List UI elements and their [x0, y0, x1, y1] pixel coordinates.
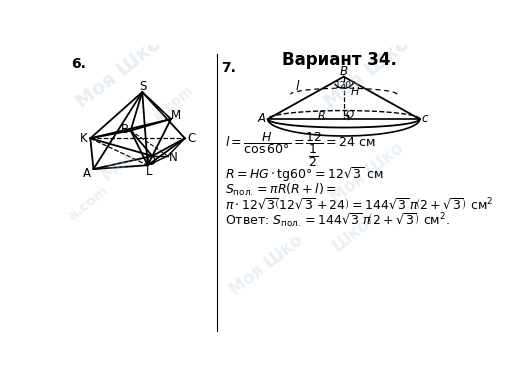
Text: Моя: Моя	[98, 146, 140, 184]
Text: O: O	[346, 110, 354, 120]
Text: B: B	[121, 123, 130, 136]
Text: A: A	[257, 112, 266, 125]
Text: H: H	[350, 87, 359, 97]
Text: Моя Шко: Моя Шко	[226, 231, 306, 299]
Text: C: C	[187, 132, 195, 145]
Text: $R = HG \cdot \mathrm{tg}60° = 12\sqrt{3}\ \mathrm{см}$: $R = HG \cdot \mathrm{tg}60° = 12\sqrt{3…	[225, 165, 384, 184]
Text: $\pi \cdot 12\sqrt{3}\!\left(12\sqrt{3} + 24\right) = 144\sqrt{3}\,\pi\!\left(2 : $\pi \cdot 12\sqrt{3}\!\left(12\sqrt{3} …	[225, 197, 494, 213]
Text: K: K	[80, 132, 87, 145]
Text: D: D	[147, 155, 156, 168]
Text: Вариант 34.: Вариант 34.	[282, 51, 397, 69]
Text: $S_{\mathrm{пол.}} = \pi R(R + l) =$: $S_{\mathrm{пол.}} = \pi R(R + l) =$	[225, 182, 337, 198]
Text: S: S	[139, 80, 147, 93]
Text: B: B	[340, 65, 348, 78]
Text: Шкo: Шкo	[329, 214, 374, 255]
Text: l: l	[295, 80, 299, 93]
Text: a.com: a.com	[150, 83, 196, 124]
Text: A: A	[83, 167, 91, 180]
Text: Моя Шко: Моя Шко	[321, 34, 413, 112]
Text: Моя Шко: Моя Шко	[73, 34, 165, 112]
Text: 7.: 7.	[221, 61, 236, 75]
Text: N: N	[169, 151, 178, 164]
Text: R: R	[318, 111, 326, 121]
Text: a.com: a.com	[65, 184, 111, 224]
Text: M: M	[171, 109, 181, 123]
Text: $l = \dfrac{H}{\cos 60°} = \dfrac{12}{\dfrac{1}{2}} = 24\ \mathrm{см}$: $l = \dfrac{H}{\cos 60°} = \dfrac{12}{\d…	[225, 130, 376, 170]
Text: Ответ: $S_{\mathrm{пол.}} = 144\sqrt{3}\,\pi\!\left(2 + \sqrt{3}\right)\ \mathrm: Ответ: $S_{\mathrm{пол.}} = 144\sqrt{3}\…	[225, 212, 450, 230]
Text: 120°: 120°	[335, 81, 357, 89]
Text: 6.: 6.	[71, 58, 86, 71]
Text: Моя Шко: Моя Шко	[327, 139, 407, 207]
Text: L: L	[146, 165, 152, 178]
Text: c: c	[422, 112, 428, 125]
